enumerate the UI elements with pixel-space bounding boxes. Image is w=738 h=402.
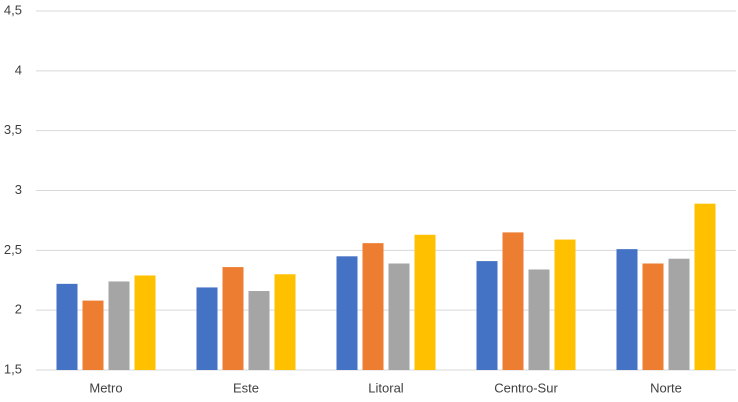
- bar: [502, 232, 524, 370]
- x-tick-label: Centro-Sur: [494, 380, 558, 395]
- x-tick-label: Norte: [650, 380, 682, 395]
- bar: [554, 239, 576, 370]
- bar: [274, 274, 296, 370]
- y-tick-label: 1,5: [4, 361, 22, 376]
- y-tick-label: 4: [15, 62, 22, 77]
- bar: [222, 267, 244, 370]
- bar: [414, 234, 436, 370]
- bar: [336, 256, 358, 370]
- bar: [134, 275, 156, 370]
- bar: [56, 283, 78, 370]
- bar: [388, 263, 410, 370]
- bar: [528, 269, 550, 370]
- bar: [108, 281, 130, 370]
- y-tick-label: 3: [15, 182, 22, 197]
- bar: [82, 300, 104, 370]
- bar: [642, 263, 664, 370]
- y-tick-label: 2,5: [4, 242, 22, 257]
- x-tick-label: Metro: [89, 380, 122, 395]
- y-tick-label: 4,5: [4, 2, 22, 17]
- bar: [694, 203, 716, 370]
- y-tick-label: 3,5: [4, 122, 22, 137]
- bar: [476, 261, 498, 370]
- x-tick-label: Este: [233, 380, 259, 395]
- bar: [668, 258, 690, 370]
- x-tick-label: Litoral: [368, 380, 404, 395]
- bar: [248, 291, 270, 370]
- bar: [616, 249, 638, 370]
- bar: [196, 287, 218, 370]
- bar: [362, 243, 384, 370]
- y-tick-label: 2: [15, 302, 22, 317]
